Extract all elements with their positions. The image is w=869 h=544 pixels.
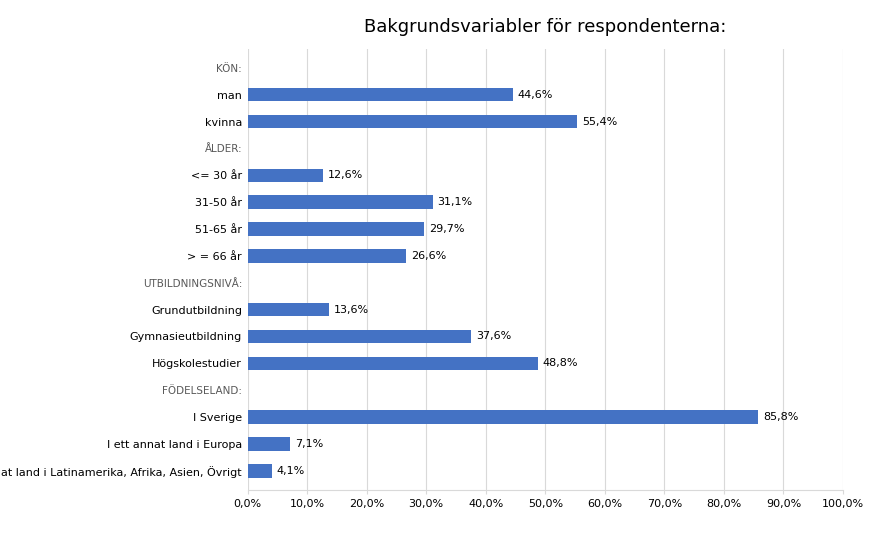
Bar: [248, 249, 406, 263]
Bar: [248, 115, 577, 128]
Text: 4,1%: 4,1%: [277, 466, 305, 476]
Text: 44,6%: 44,6%: [518, 90, 554, 100]
Bar: [248, 410, 759, 424]
Text: 29,7%: 29,7%: [429, 224, 465, 234]
Text: 85,8%: 85,8%: [763, 412, 799, 422]
Title: Bakgrundsvariabler för respondenterna:: Bakgrundsvariabler för respondenterna:: [364, 18, 726, 36]
Text: 55,4%: 55,4%: [582, 116, 618, 127]
Text: 13,6%: 13,6%: [334, 305, 368, 314]
Bar: [248, 330, 472, 343]
Bar: [248, 88, 514, 101]
Bar: [248, 169, 322, 182]
Bar: [248, 222, 424, 236]
Text: 7,1%: 7,1%: [295, 439, 323, 449]
Text: 37,6%: 37,6%: [476, 331, 512, 342]
Bar: [248, 303, 328, 316]
Bar: [248, 195, 433, 209]
Bar: [248, 464, 272, 478]
Text: 26,6%: 26,6%: [411, 251, 446, 261]
Text: 31,1%: 31,1%: [438, 197, 473, 207]
Bar: [248, 357, 538, 370]
Bar: [248, 437, 290, 450]
Text: 48,8%: 48,8%: [543, 358, 579, 368]
Text: 12,6%: 12,6%: [328, 170, 362, 180]
